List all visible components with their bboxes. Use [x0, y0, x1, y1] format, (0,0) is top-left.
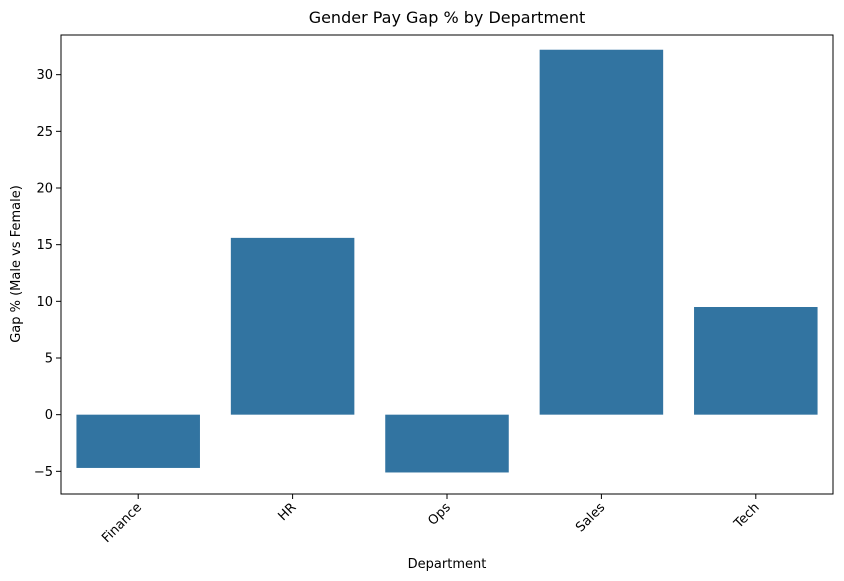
bar-hr — [230, 237, 355, 415]
y-tick-label: 10 — [36, 295, 53, 310]
x-tick-label: Tech — [731, 500, 763, 532]
axes-frame — [60, 34, 834, 495]
x-tick-label: HR — [276, 500, 300, 524]
y-tick-label: −5 — [34, 465, 53, 480]
y-tick-label: 25 — [36, 125, 53, 140]
y-tick-label: 0 — [45, 408, 53, 423]
bar-tech — [694, 307, 818, 415]
plot-area: −5 0 5 10 15 20 25 30 Finance HR Ops Sales Tech — [34, 34, 834, 546]
y-tick-label: 5 — [45, 352, 53, 367]
y-tick-label: 20 — [36, 182, 53, 197]
chart-title: Gender Pay Gap % by Department — [309, 8, 586, 27]
y-axis-label: Gap % (Male vs Female) — [9, 185, 24, 343]
y-tick-label: 15 — [36, 238, 53, 253]
x-tick-label: Sales — [573, 500, 608, 535]
x-axis-label: Department — [408, 557, 487, 572]
y-tick-label: 30 — [36, 68, 53, 83]
x-tick-label: Finance — [99, 500, 145, 546]
bar-ops — [385, 414, 509, 473]
x-tick-label: Ops — [425, 500, 454, 529]
bar-sales — [539, 49, 664, 415]
bar-finance — [76, 414, 200, 468]
